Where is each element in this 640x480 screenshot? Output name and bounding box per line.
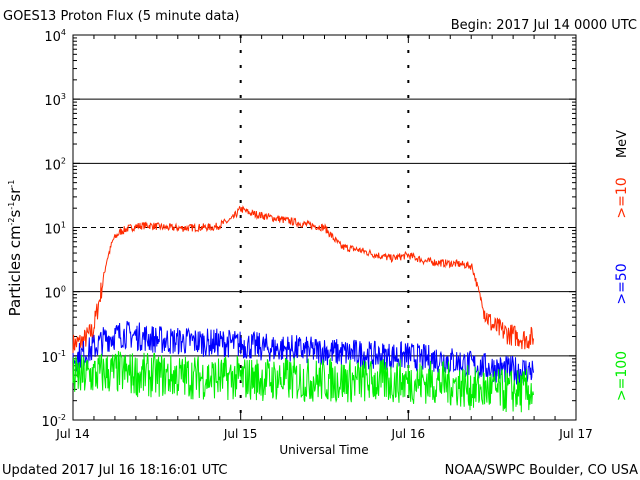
x-tick-label: Jul 17 [558, 427, 593, 441]
y-tick-label: 100 [44, 285, 66, 302]
y-tick-label: 103 [44, 92, 66, 109]
x-tick-label: Jul 16 [391, 427, 426, 441]
y-tick-label: 102 [44, 156, 66, 173]
credit-label: NOAA/SWPC Boulder, CO USA [445, 463, 638, 478]
chart-title: GOES13 Proton Flux (5 minute data) [3, 9, 239, 24]
y-tick-label: 10-2 [41, 413, 66, 430]
series-line-2 [72, 350, 534, 413]
y-tick-label: 10-1 [41, 349, 66, 366]
right-unit-label: MeV [615, 130, 630, 158]
y-axis-label-prefix: Particles cm [6, 225, 24, 316]
x-tick-label: Jul 14 [55, 427, 90, 441]
legend-label-2: >=100 [614, 351, 630, 401]
series-line-1 [72, 320, 534, 385]
legend-label-1: >=50 [614, 263, 630, 304]
legend: >=10 >=50 >=100 [614, 177, 630, 401]
begin-label: Begin: 2017 Jul 14 0000 UTC [451, 18, 637, 33]
series-layer [72, 205, 534, 413]
series-line-0 [72, 205, 534, 356]
y-tick-label: 104 [44, 28, 66, 45]
x-axis-label: Universal Time [279, 443, 368, 457]
x-tick-label: Jul 15 [223, 427, 258, 441]
legend-label-0: >=10 [614, 177, 630, 218]
y-axis-label: Particles cm-2s-1sr-1 [6, 180, 24, 317]
y-tick-label: 101 [44, 221, 66, 238]
updated-label: Updated 2017 Jul 16 18:16:01 UTC [2, 463, 227, 478]
